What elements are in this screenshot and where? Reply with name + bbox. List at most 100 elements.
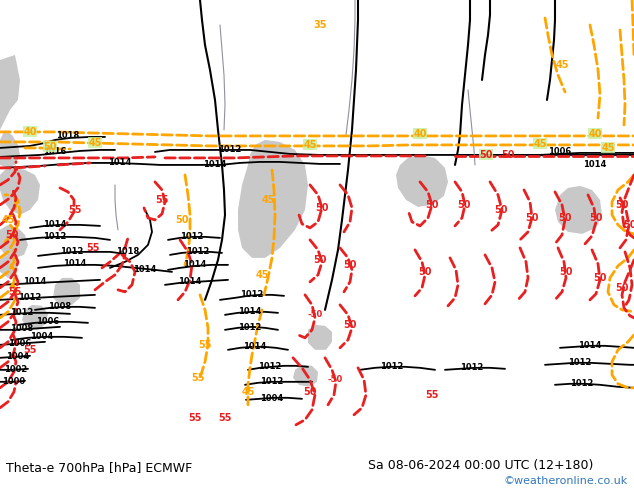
Polygon shape (396, 155, 448, 207)
Text: 1012: 1012 (571, 379, 593, 388)
Text: 50: 50 (418, 267, 432, 277)
Text: 50: 50 (559, 267, 573, 277)
Text: 1012: 1012 (380, 362, 404, 371)
Text: 1006: 1006 (8, 340, 32, 348)
Text: 1004: 1004 (6, 352, 30, 361)
Polygon shape (308, 325, 332, 350)
Text: 1012: 1012 (261, 377, 283, 386)
Text: 50: 50 (343, 320, 357, 330)
Text: 1012: 1012 (43, 232, 67, 242)
Text: 40: 40 (23, 127, 37, 137)
Polygon shape (293, 365, 318, 387)
Text: 50: 50 (175, 215, 189, 225)
Text: 50: 50 (559, 213, 572, 223)
Text: 1000: 1000 (3, 377, 25, 386)
Text: 55: 55 (425, 390, 439, 400)
Text: 50: 50 (615, 283, 629, 293)
Text: 1014: 1014 (578, 342, 602, 350)
Text: 1008: 1008 (10, 324, 34, 333)
Text: 50: 50 (479, 150, 493, 160)
Text: 50: 50 (43, 142, 57, 152)
Text: 1014: 1014 (183, 260, 207, 270)
Text: 1014: 1014 (43, 220, 67, 229)
Text: Sa 08-06-2024 00:00 UTC (12+180): Sa 08-06-2024 00:00 UTC (12+180) (368, 459, 593, 472)
Text: 55: 55 (8, 287, 22, 297)
Text: 1014: 1014 (63, 259, 87, 269)
Text: 55: 55 (191, 373, 205, 383)
Text: 1012: 1012 (180, 232, 204, 242)
Text: ©weatheronline.co.uk: ©weatheronline.co.uk (503, 476, 628, 486)
Text: -50: -50 (327, 375, 342, 384)
Text: 40: 40 (413, 129, 427, 139)
Text: 1002: 1002 (4, 366, 28, 374)
Text: 50: 50 (425, 200, 439, 210)
Text: 1006: 1006 (548, 147, 572, 156)
Text: 1004: 1004 (30, 332, 54, 342)
Text: 1014: 1014 (583, 160, 607, 170)
Polygon shape (0, 130, 20, 168)
Text: 45: 45 (242, 387, 255, 397)
Text: 1012: 1012 (460, 363, 484, 372)
Text: 55: 55 (198, 340, 212, 350)
Text: 1014: 1014 (238, 307, 262, 317)
Polygon shape (0, 225, 28, 258)
Text: 1006: 1006 (36, 318, 60, 326)
Text: 50: 50 (315, 203, 329, 213)
Text: 1018: 1018 (117, 247, 139, 256)
Text: 50: 50 (593, 273, 607, 283)
Polygon shape (0, 168, 40, 215)
Text: 50: 50 (501, 150, 515, 160)
Text: 1012: 1012 (568, 358, 592, 368)
Text: 50: 50 (623, 220, 634, 230)
Polygon shape (555, 186, 602, 234)
Polygon shape (238, 140, 308, 258)
Text: 55: 55 (86, 243, 100, 253)
Polygon shape (0, 55, 20, 130)
Text: 45: 45 (261, 195, 275, 205)
Text: 1014: 1014 (204, 160, 227, 170)
Text: 50: 50 (313, 255, 327, 265)
Text: 45: 45 (256, 270, 269, 280)
Polygon shape (53, 278, 80, 305)
Text: 1012: 1012 (10, 308, 34, 318)
Text: 1012: 1012 (218, 146, 242, 154)
Text: 50: 50 (589, 213, 603, 223)
Text: 1012: 1012 (186, 247, 210, 256)
Text: 45: 45 (1, 215, 15, 225)
Text: 55: 55 (23, 345, 37, 355)
Text: 35: 35 (313, 20, 327, 30)
Text: 50: 50 (5, 230, 19, 240)
Text: 45: 45 (555, 60, 569, 70)
Text: 55: 55 (188, 413, 202, 423)
Text: 1012: 1012 (240, 291, 264, 299)
Text: 55: 55 (218, 413, 232, 423)
Text: 55: 55 (68, 205, 82, 215)
Text: 1004: 1004 (261, 394, 283, 403)
Text: -50: -50 (307, 310, 323, 319)
Text: 1008: 1008 (48, 302, 72, 311)
Text: 45: 45 (88, 138, 101, 148)
Text: 1012: 1012 (258, 362, 281, 371)
Text: 50: 50 (495, 205, 508, 215)
Text: 1014: 1014 (23, 277, 47, 286)
Text: 1014: 1014 (243, 343, 267, 351)
Text: 50: 50 (457, 200, 471, 210)
Text: 45: 45 (303, 140, 317, 150)
Text: 50: 50 (343, 260, 357, 270)
Text: 1014: 1014 (133, 266, 157, 274)
Polygon shape (22, 305, 48, 330)
Text: 50: 50 (303, 387, 317, 397)
Polygon shape (0, 255, 18, 278)
Text: 1012: 1012 (60, 247, 84, 256)
Text: 1014: 1014 (108, 158, 132, 168)
Text: 1014: 1014 (178, 277, 202, 286)
Text: 1012: 1012 (18, 294, 42, 302)
Text: 45: 45 (601, 143, 615, 153)
Text: 1012: 1012 (238, 323, 262, 332)
Text: 40: 40 (588, 129, 602, 139)
Text: 50: 50 (615, 200, 629, 210)
Text: Theta-e 700hPa [hPa] ECMWF: Theta-e 700hPa [hPa] ECMWF (6, 461, 193, 473)
Text: 45: 45 (533, 139, 547, 149)
Text: 1016: 1016 (43, 147, 67, 156)
Text: 55: 55 (155, 195, 169, 205)
